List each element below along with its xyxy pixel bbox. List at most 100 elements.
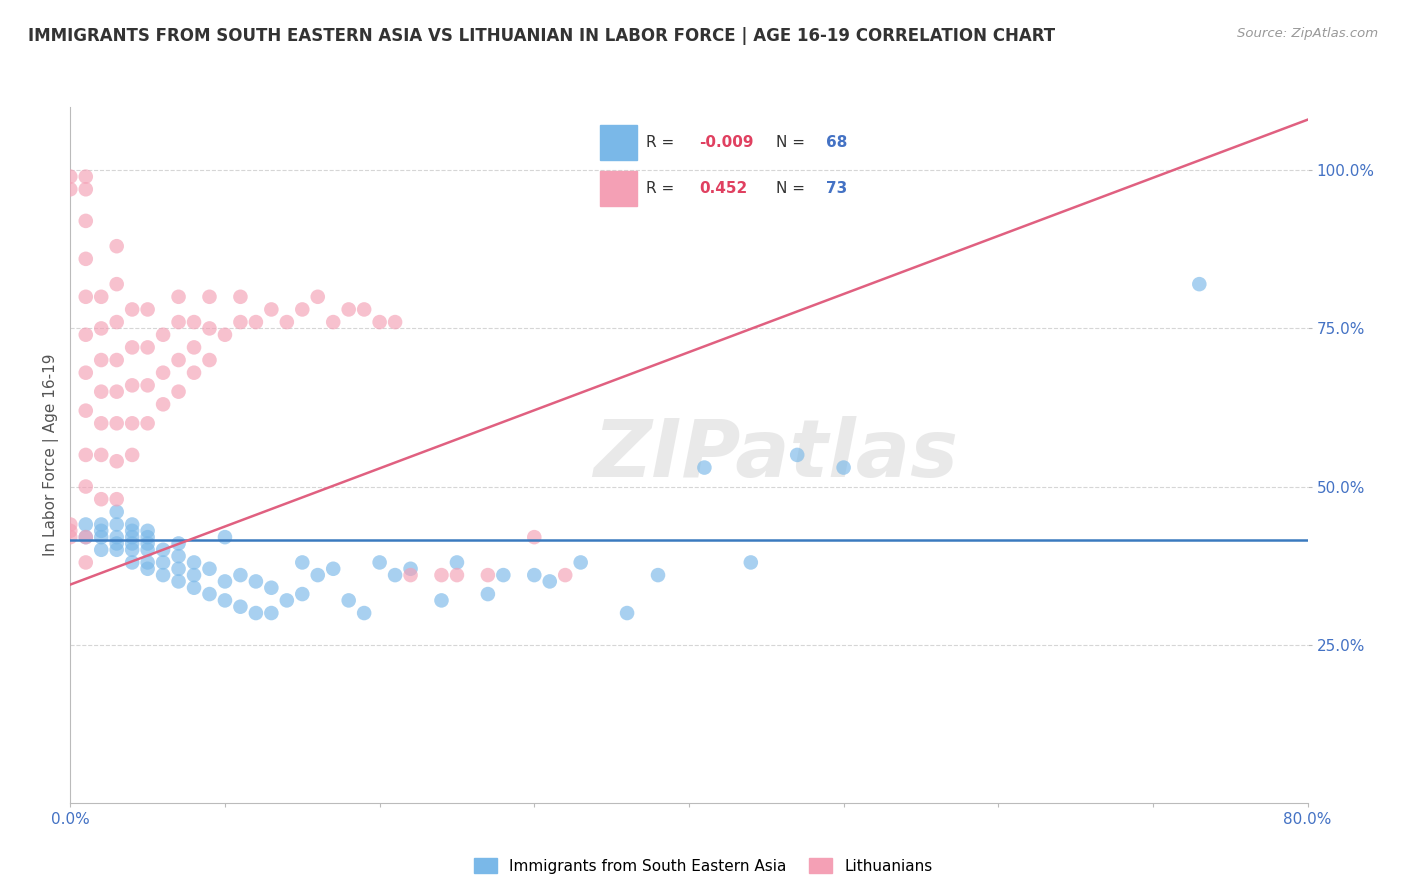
Point [90, 384, 112, 399]
Point [229, 315, 252, 329]
Point [90, 353, 112, 368]
Point [260, 302, 283, 317]
Point [90, 417, 112, 431]
Text: ZIPatlas: ZIPatlas [593, 416, 957, 494]
Point [59, 524, 82, 538]
Point [167, 353, 190, 368]
Point [75, 182, 97, 196]
Point [105, 454, 128, 468]
Point [214, 327, 236, 342]
Point [353, 606, 375, 620]
Point [260, 606, 283, 620]
Point [167, 315, 190, 329]
Point [152, 327, 174, 342]
Point [121, 524, 143, 538]
Point [152, 366, 174, 380]
Point [276, 593, 298, 607]
Point [105, 353, 128, 368]
Text: N =: N = [776, 135, 806, 150]
Point [523, 530, 546, 544]
Point [90, 517, 112, 532]
Point [121, 448, 143, 462]
Point [90, 530, 112, 544]
Point [616, 606, 638, 620]
Point [337, 302, 360, 317]
Point [75, 169, 97, 184]
Point [183, 568, 205, 582]
Point [136, 542, 159, 557]
Text: -0.009: -0.009 [699, 135, 754, 150]
Point [569, 556, 592, 570]
Point [214, 530, 236, 544]
Point [105, 277, 128, 292]
Point [121, 378, 143, 392]
Point [75, 530, 97, 544]
Point [260, 581, 283, 595]
Point [59, 517, 82, 532]
Text: 0.452: 0.452 [699, 181, 747, 196]
Point [105, 315, 128, 329]
Point [105, 542, 128, 557]
Point [245, 574, 267, 589]
Bar [600, 125, 637, 161]
Point [245, 315, 267, 329]
Point [523, 568, 546, 582]
Point [384, 568, 406, 582]
Point [322, 315, 344, 329]
Text: 73: 73 [825, 181, 846, 196]
Point [229, 290, 252, 304]
Point [307, 290, 329, 304]
Point [121, 556, 143, 570]
Point [152, 542, 174, 557]
Point [121, 340, 143, 354]
Point [136, 530, 159, 544]
Point [229, 599, 252, 614]
Point [75, 290, 97, 304]
Point [198, 562, 221, 576]
Text: R =: R = [647, 181, 675, 196]
Point [198, 587, 221, 601]
Point [152, 568, 174, 582]
Point [105, 492, 128, 507]
Point [291, 302, 314, 317]
Point [399, 568, 422, 582]
Point [75, 214, 97, 228]
Text: 68: 68 [825, 135, 846, 150]
Point [245, 606, 267, 620]
Y-axis label: In Labor Force | Age 16-19: In Labor Force | Age 16-19 [44, 353, 59, 557]
Point [121, 417, 143, 431]
Point [291, 556, 314, 570]
Point [430, 568, 453, 582]
Point [90, 524, 112, 538]
Point [105, 517, 128, 532]
Point [368, 315, 391, 329]
Point [477, 568, 499, 582]
Point [198, 321, 221, 335]
Point [121, 542, 143, 557]
Point [90, 290, 112, 304]
Text: IMMIGRANTS FROM SOUTH EASTERN ASIA VS LITHUANIAN IN LABOR FORCE | AGE 16-19 CORR: IMMIGRANTS FROM SOUTH EASTERN ASIA VS LI… [28, 27, 1056, 45]
Point [75, 479, 97, 493]
Point [167, 290, 190, 304]
Point [430, 593, 453, 607]
Point [384, 315, 406, 329]
Point [693, 460, 716, 475]
Point [1188, 277, 1211, 292]
Point [322, 562, 344, 576]
Point [75, 517, 97, 532]
Text: R =: R = [647, 135, 675, 150]
Text: N =: N = [776, 181, 806, 196]
Point [136, 562, 159, 576]
Point [291, 587, 314, 601]
Point [75, 448, 97, 462]
Point [477, 587, 499, 601]
Point [90, 492, 112, 507]
Point [538, 574, 561, 589]
Point [75, 403, 97, 417]
Point [786, 448, 808, 462]
Point [399, 562, 422, 576]
Point [198, 290, 221, 304]
Point [105, 530, 128, 544]
Point [740, 556, 762, 570]
Point [229, 568, 252, 582]
